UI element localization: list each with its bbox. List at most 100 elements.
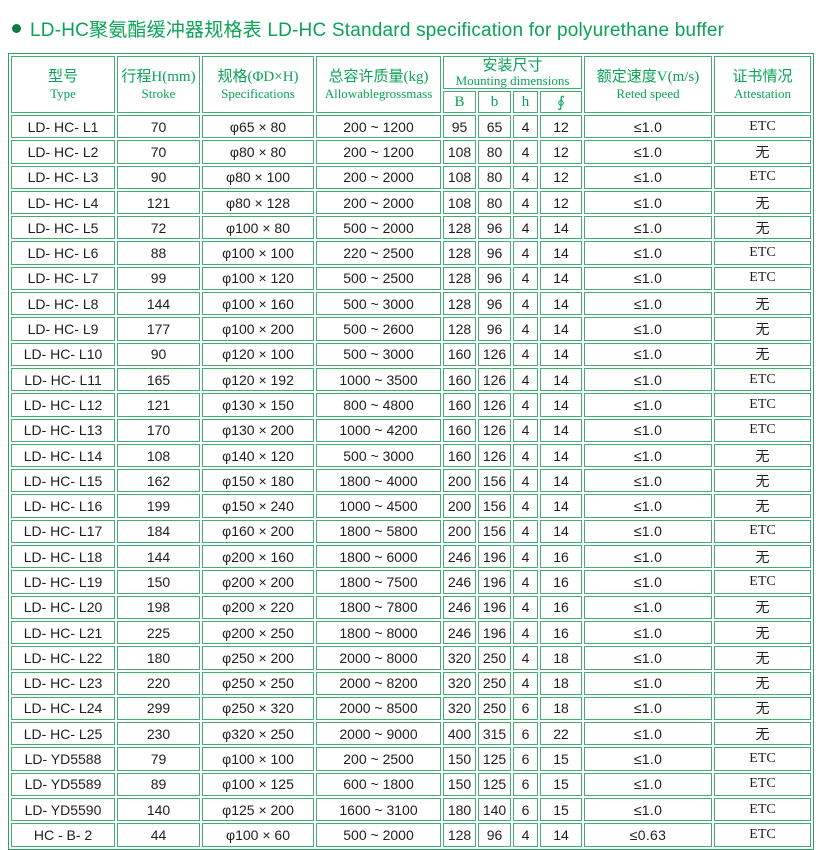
cell-phi: 14 (540, 216, 583, 240)
cell-B: 108 (443, 190, 476, 215)
cell-h: 4 (513, 595, 538, 619)
cell-type: LD- HC- L6 (11, 241, 115, 265)
bullet-icon (12, 24, 21, 33)
cell-speed: ≤1.0 (584, 266, 713, 291)
table-row: LD- HC- L6 88 φ100 × 100 220 ~ 2500 128 96 4 14… (11, 241, 812, 265)
cell-spec: φ120 × 100 (202, 342, 314, 366)
cell-h: 4 (513, 342, 538, 366)
cell-type: LD- HC- L2 (11, 140, 115, 164)
cell-B: 200 (443, 494, 476, 518)
cell-speed: ≤0.63 (584, 823, 713, 847)
cell-B: 150 (443, 772, 476, 797)
cell-mass: 600 ~ 1800 (316, 772, 441, 797)
cell-h: 4 (513, 570, 538, 594)
cell-mass: 200 ~ 2500 (316, 747, 441, 771)
cell-type: LD- HC- L1 (11, 115, 115, 139)
cell-stroke: 150 (117, 570, 200, 594)
cell-h: 4 (513, 317, 538, 341)
header-mass: 总容许质量(kg) Allowablegrossmass (316, 56, 441, 113)
cell-spec: φ200 × 160 (202, 545, 314, 569)
cell-phi: 22 (540, 722, 583, 746)
cell-attestation: ETC (714, 367, 812, 392)
cell-spec: φ100 × 100 (202, 747, 314, 771)
cell-attestation: 无 (714, 696, 812, 721)
cell-b: 196 (478, 620, 511, 645)
cell-h: 4 (513, 519, 538, 544)
cell-b: 126 (478, 443, 511, 468)
cell-mass: 1000 ~ 4500 (316, 494, 441, 518)
table-row: LD- HC- L17 184 φ160 × 200 1800 ~ 5800 200 15… (11, 519, 812, 544)
cell-type: LD- YD5589 (11, 772, 115, 797)
header-speed-zh: 额定速度V(m/s) (596, 68, 700, 85)
cell-stroke: 90 (117, 342, 200, 366)
table-row: LD- HC- L22 180 φ250 × 200 2000 ~ 8000 320 25… (11, 646, 812, 670)
cell-stroke: 177 (117, 317, 200, 341)
header-stroke-en: Stroke (141, 85, 176, 101)
cell-phi: 12 (540, 115, 583, 139)
cell-phi: 12 (540, 190, 583, 215)
cell-h: 4 (513, 393, 538, 417)
cell-stroke: 70 (117, 140, 200, 164)
cell-b: 96 (478, 216, 511, 240)
cell-type: LD- HC- L12 (11, 393, 115, 417)
cell-h: 6 (513, 798, 538, 822)
cell-B: 128 (443, 823, 476, 847)
header-dim-B: B (443, 91, 476, 113)
header-mounting-en: Mounting dimensions (455, 73, 570, 89)
cell-mass: 1800 ~ 7800 (316, 595, 441, 619)
cell-spec: φ200 × 220 (202, 595, 314, 619)
cell-phi: 14 (540, 418, 583, 442)
cell-stroke: 79 (117, 747, 200, 771)
cell-speed: ≤1.0 (584, 545, 713, 569)
table-row: LD- HC- L14 108 φ140 × 120 500 ~ 3000 160 126… (11, 443, 812, 468)
cell-phi: 14 (540, 317, 583, 341)
cell-spec: φ120 × 192 (202, 367, 314, 392)
cell-b: 156 (478, 469, 511, 493)
cell-h: 6 (513, 722, 538, 746)
cell-B: 108 (443, 140, 476, 164)
cell-mass: 500 ~ 3000 (316, 443, 441, 468)
cell-stroke: 90 (117, 165, 200, 189)
cell-mass: 200 ~ 1200 (316, 140, 441, 164)
cell-phi: 15 (540, 798, 583, 822)
cell-mass: 500 ~ 2000 (316, 823, 441, 847)
cell-type: LD- HC- L9 (11, 317, 115, 341)
cell-mass: 1800 ~ 8000 (316, 620, 441, 645)
cell-type: LD- HC- L16 (11, 494, 115, 518)
cell-spec: φ65 × 80 (202, 115, 314, 139)
header-type-en: Type (50, 85, 76, 101)
cell-stroke: 162 (117, 469, 200, 493)
table-row: LD- HC- L3 90 φ80 × 100 200 ~ 2000 108 80 4 12 ≤… (11, 165, 812, 189)
cell-speed: ≤1.0 (584, 595, 713, 619)
header-dim-b: b (478, 91, 511, 113)
cell-stroke: 199 (117, 494, 200, 518)
cell-speed: ≤1.0 (584, 241, 713, 265)
cell-phi: 18 (540, 696, 583, 721)
header-spec-zh: 规格(ΦD×H) (217, 68, 299, 85)
cell-attestation: 无 (714, 671, 812, 695)
cell-attestation: ETC (714, 418, 812, 442)
cell-h: 4 (513, 620, 538, 645)
header-spec-en: Specifications (221, 85, 295, 101)
cell-spec: φ160 × 200 (202, 519, 314, 544)
table-row: LD- HC- L10 90 φ120 × 100 500 ~ 3000 160 126 4… (11, 342, 812, 366)
cell-h: 4 (513, 545, 538, 569)
cell-type: LD- HC- L8 (11, 292, 115, 316)
cell-attestation: ETC (714, 393, 812, 417)
cell-spec: φ100 × 160 (202, 292, 314, 316)
cell-attestation: 无 (714, 342, 812, 366)
cell-phi: 16 (540, 570, 583, 594)
cell-h: 4 (513, 443, 538, 468)
cell-mass: 200 ~ 2000 (316, 165, 441, 189)
cell-speed: ≤1.0 (584, 342, 713, 366)
cell-speed: ≤1.0 (584, 722, 713, 746)
header-type: 型号 Type (11, 56, 115, 113)
cell-speed: ≤1.0 (584, 671, 713, 695)
cell-speed: ≤1.0 (584, 646, 713, 670)
table-row: LD- HC- L23 220 φ250 × 250 2000 ~ 8200 320 25… (11, 671, 812, 695)
cell-stroke: 108 (117, 443, 200, 468)
cell-type: LD- HC- L3 (11, 165, 115, 189)
cell-phi: 14 (540, 367, 583, 392)
cell-type: LD- HC- L23 (11, 671, 115, 695)
cell-stroke: 220 (117, 671, 200, 695)
